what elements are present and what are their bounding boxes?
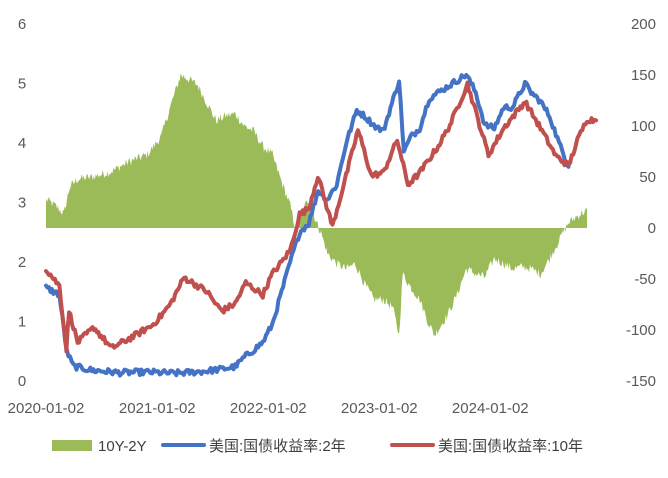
y-right-tick-label: -100 xyxy=(626,322,656,339)
y-left-tick-label: 0 xyxy=(18,373,26,390)
y-right-tick-label: 50 xyxy=(639,169,656,186)
axis-ticks: 0 1 2 3 4 5 6 -150 -100 -50 0 50 100 150 200 2020-01-02… xyxy=(8,16,656,417)
y-right-tick-label: -50 xyxy=(634,271,656,288)
series-line-10y xyxy=(44,80,599,354)
y-right-tick-label: -150 xyxy=(626,373,656,390)
legend-entry-spread: 10Y-2Y xyxy=(52,438,147,455)
x-tick-label: 2024-01-02 xyxy=(452,400,529,417)
y-left-tick-label: 2 xyxy=(18,254,26,271)
y-left-tick-label: 1 xyxy=(18,314,26,331)
y-right-tick-label: 0 xyxy=(648,220,656,237)
y-left-tick-label: 6 xyxy=(18,16,26,33)
x-tick-label: 2022-01-02 xyxy=(230,400,307,417)
x-tick-label: 2023-01-02 xyxy=(341,400,418,417)
series-area-spread xyxy=(46,73,587,337)
y-right-tick-label: 200 xyxy=(631,16,656,33)
legend-label: 美国:国债收益率:10年 xyxy=(438,438,583,455)
legend-entry-10y: 美国:国债收益率:10年 xyxy=(390,438,583,455)
x-tick-label: 2021-01-02 xyxy=(119,400,196,417)
y-left-tick-label: 5 xyxy=(18,76,26,93)
y-left-tick-label: 3 xyxy=(18,195,26,212)
y-right-tick-label: 150 xyxy=(631,67,656,84)
legend-label: 10Y-2Y xyxy=(98,438,147,455)
legend-entry-2y: 美国:国债收益率:2年 xyxy=(161,438,346,455)
series-line-2y xyxy=(44,73,571,378)
spread-area-series xyxy=(46,73,587,337)
legend: 10Y-2Y 美国:国债收益率:2年 美国:国债收益率:10年 xyxy=(52,438,583,455)
legend-swatch-area xyxy=(52,440,92,451)
y-right-tick-label: 100 xyxy=(631,118,656,135)
y-left-tick-label: 4 xyxy=(18,135,26,152)
legend-label: 美国:国债收益率:2年 xyxy=(209,438,346,455)
x-tick-label: 2020-01-02 xyxy=(8,400,85,417)
yield-line-series xyxy=(44,73,599,378)
